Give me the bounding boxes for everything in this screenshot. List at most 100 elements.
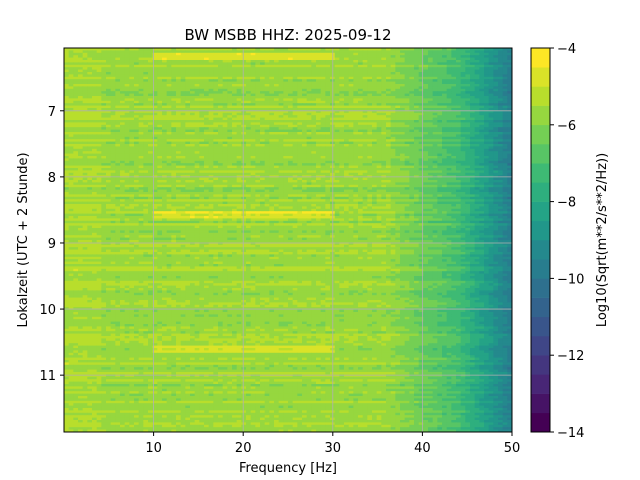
heatmap-cell [339, 50, 345, 54]
heatmap-cell [185, 103, 191, 106]
heatmap-cell [460, 69, 466, 73]
heatmap-cell [218, 165, 224, 169]
heatmap-cell [250, 141, 256, 145]
heatmap-cell [339, 136, 345, 140]
heatmap-cell [358, 84, 364, 87]
heatmap-cell [465, 105, 471, 109]
heatmap-cell [498, 88, 504, 92]
heatmap-cell [302, 100, 308, 104]
heatmap-cell [87, 151, 93, 154]
heatmap-cell [353, 110, 359, 114]
heatmap-cell [325, 98, 331, 102]
heatmap-cell [502, 50, 508, 54]
heatmap-cell [194, 151, 200, 154]
heatmap-cell [470, 170, 476, 174]
heatmap-cell [488, 76, 494, 80]
heatmap-cell [437, 48, 443, 51]
heatmap-cell [507, 156, 513, 159]
heatmap-cell [176, 74, 182, 78]
heatmap-cell [171, 151, 177, 154]
heatmap-cell [386, 91, 392, 94]
heatmap-cell [157, 132, 163, 135]
heatmap-cell [73, 144, 79, 147]
heatmap-cell [414, 141, 420, 145]
heatmap-cell [395, 74, 401, 78]
heatmap-cell [232, 57, 238, 61]
heatmap-cell [451, 55, 457, 58]
heatmap-cell [344, 76, 350, 80]
heatmap-cell [302, 55, 308, 58]
heatmap-cell [138, 158, 144, 162]
heatmap-cell [73, 67, 79, 70]
heatmap-cell [316, 72, 322, 75]
heatmap-cell [120, 84, 126, 87]
heatmap-cell [292, 139, 298, 142]
heatmap-cell [96, 64, 102, 68]
heatmap-cell [470, 146, 476, 150]
heatmap-cell [255, 124, 261, 128]
heatmap-cell [456, 115, 462, 118]
heatmap-cell [246, 139, 252, 142]
heatmap-cell [376, 165, 382, 169]
heatmap-cell [204, 81, 210, 85]
heatmap-cell [176, 134, 182, 138]
heatmap-cell [143, 115, 149, 118]
heatmap-cell [208, 124, 214, 128]
heatmap-cell [227, 64, 233, 68]
heatmap-cell [152, 48, 158, 51]
heatmap-cell [442, 168, 448, 171]
heatmap-cell [278, 67, 284, 70]
heatmap-cell [96, 103, 102, 106]
heatmap-cell [204, 62, 210, 66]
heatmap-cell [134, 86, 140, 90]
heatmap-cell [386, 134, 392, 138]
heatmap-cell [465, 132, 471, 135]
heatmap-cell [306, 120, 312, 123]
heatmap-cell [176, 79, 182, 82]
heatmap-cell [246, 170, 252, 174]
heatmap-cell [64, 151, 70, 154]
heatmap-cell [204, 76, 210, 80]
heatmap-cell [297, 144, 303, 147]
heatmap-cell [348, 146, 354, 150]
heatmap-cell [358, 148, 364, 152]
heatmap-cell [362, 120, 368, 123]
heatmap-cell [442, 146, 448, 150]
heatmap-cell [199, 141, 205, 145]
heatmap-cell [274, 57, 280, 61]
heatmap-cell [64, 91, 70, 94]
heatmap-cell [96, 117, 102, 121]
heatmap-cell [124, 168, 130, 171]
heatmap-cell [288, 62, 294, 66]
heatmap-cell [470, 67, 476, 70]
heatmap-cell [152, 60, 158, 63]
heatmap-cell [78, 163, 84, 166]
heatmap-cell [241, 62, 247, 66]
heatmap-cell [134, 139, 140, 142]
heatmap-cell [143, 57, 149, 61]
heatmap-cell [68, 72, 74, 75]
heatmap-cell [283, 163, 289, 166]
heatmap-cell [479, 127, 485, 130]
heatmap-cell [339, 110, 345, 114]
heatmap-cell [306, 168, 312, 171]
heatmap-cell [297, 115, 303, 118]
heatmap-cell [124, 120, 130, 123]
heatmap-cell [372, 132, 378, 135]
heatmap-cell [185, 163, 191, 166]
heatmap-cell [78, 60, 84, 63]
heatmap-cell [92, 168, 98, 171]
heatmap-cell [423, 74, 429, 78]
heatmap-cell [264, 163, 270, 166]
heatmap-cell [264, 151, 270, 154]
heatmap-cell [390, 86, 396, 90]
heatmap-cell [432, 52, 438, 56]
heatmap-cell [246, 79, 252, 82]
heatmap-cell [446, 122, 452, 126]
heatmap-cell [115, 141, 121, 145]
heatmap-cell [260, 132, 266, 135]
heatmap-cell [106, 67, 112, 70]
heatmap-cell [484, 144, 490, 147]
heatmap-cell [236, 62, 242, 66]
heatmap-cell [507, 100, 513, 104]
